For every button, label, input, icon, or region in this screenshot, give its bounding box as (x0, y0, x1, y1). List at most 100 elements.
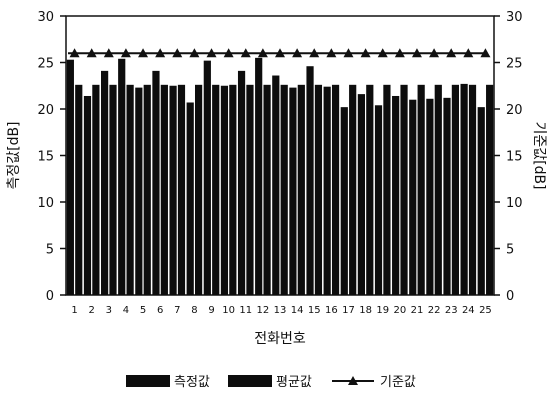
reference-marker-8 (189, 48, 200, 58)
x-tick-label: 19 (376, 305, 389, 316)
bars-group (66, 57, 494, 296)
bar-average-18 (366, 84, 374, 295)
x-tick-label: 25 (479, 305, 492, 316)
bar-average-11 (246, 84, 254, 295)
x-tick-label: 24 (462, 305, 475, 316)
bar-average-9 (212, 84, 220, 295)
bar-average-8 (195, 84, 203, 295)
reference-marker-10 (223, 48, 234, 58)
bar-average-22 (434, 84, 442, 295)
x-tick-label: 7 (174, 305, 180, 316)
y-tick-label: 30 (37, 10, 54, 25)
x-tick-label: 17 (342, 305, 355, 316)
bar-measured-10 (220, 85, 229, 295)
reference-marker-2 (86, 48, 97, 58)
reference-marker-1 (69, 48, 80, 58)
reference-marker-25 (480, 48, 491, 58)
x-tick-label: 9 (208, 305, 214, 316)
y-tick-label: 10 (37, 196, 54, 211)
bar-average-10 (229, 84, 237, 295)
bar-measured-17 (340, 107, 348, 295)
x-tick-label: 10 (222, 305, 235, 316)
legend: 측정값 평균값 기준값 (126, 375, 416, 390)
bar-measured-6 (152, 70, 160, 296)
x-axis-title: 전화번호 (254, 331, 306, 347)
x-tick-label: 11 (239, 305, 252, 316)
bar-measured-18 (357, 94, 365, 296)
bar-average-14 (297, 84, 305, 295)
reference-marker-3 (103, 48, 114, 58)
legend-swatch-reference-marker (348, 376, 358, 385)
bar-measured-7 (169, 85, 177, 295)
bar-average-20 (400, 84, 408, 295)
bar-average-25 (486, 84, 494, 295)
bar-average-19 (383, 84, 391, 295)
bar-measured-24 (460, 83, 468, 295)
bar-measured-21 (409, 99, 417, 295)
x-tick-label: 2 (88, 305, 94, 316)
x-tick-label: 16 (325, 305, 338, 316)
reference-marker-21 (411, 48, 422, 58)
reference-marker-22 (429, 48, 440, 58)
bar-measured-3 (101, 70, 109, 296)
reference-marker-6 (155, 48, 166, 58)
x-tick-label: 1 (71, 305, 77, 316)
x-tick-label: 6 (157, 305, 163, 316)
reference-marker-19 (377, 48, 388, 58)
x-tick-label: 15 (308, 305, 321, 316)
legend-swatch-average (228, 375, 272, 387)
x-tick-label: 20 (393, 305, 406, 316)
x-tick-label: 3 (106, 305, 112, 316)
x-tick-label: 23 (445, 305, 458, 316)
reference-marker-4 (120, 48, 131, 58)
bar-average-3 (109, 84, 117, 295)
reference-marker-12 (257, 48, 268, 58)
reference-marker-13 (275, 48, 285, 58)
bar-measured-13 (272, 75, 280, 296)
y-tick-label: 25 (37, 57, 54, 72)
bar-measured-23 (443, 97, 451, 295)
bar-average-16 (331, 84, 340, 295)
legend-swatch-measured (126, 375, 170, 387)
x-tick-label: 21 (411, 305, 424, 316)
reference-marker-9 (206, 48, 217, 58)
bar-average-15 (314, 84, 323, 295)
legend-label-average: 평균값 (276, 375, 312, 390)
x-tick-label: 12 (257, 305, 270, 316)
legend-label-measured: 측정값 (174, 375, 210, 390)
reference-marker-15 (309, 48, 320, 58)
bar-average-12 (263, 84, 271, 295)
y2-tick-label: 20 (506, 103, 523, 118)
y2-tick-label: 10 (506, 196, 523, 211)
bar-measured-4 (118, 58, 126, 295)
y2-axis-title: 기준값[dB] (531, 121, 547, 189)
y2-tick-label: 30 (506, 10, 523, 25)
y2-tick-label: 5 (506, 243, 514, 258)
bar-measured-20 (392, 95, 400, 295)
x-tick-label: 5 (140, 305, 146, 316)
bar-measured-5 (135, 87, 143, 295)
reference-marker-18 (360, 48, 371, 58)
x-tick-label: 8 (191, 305, 197, 316)
reference-marker-23 (446, 48, 457, 58)
y-tick-label: 5 (46, 243, 54, 258)
y-tick-label: 0 (46, 289, 54, 304)
y2-tick-label: 0 (506, 289, 514, 304)
reference-marker-17 (343, 48, 354, 58)
bar-average-17 (349, 84, 357, 295)
bar-measured-19 (374, 105, 383, 295)
bar-measured-11 (237, 70, 246, 296)
bar-average-6 (160, 84, 168, 295)
bar-measured-15 (306, 66, 314, 295)
bar-measured-8 (186, 102, 194, 296)
bar-measured-22 (426, 98, 434, 296)
x-tick-label: 18 (359, 305, 372, 316)
bar-average-23 (451, 84, 459, 295)
bar-average-1 (75, 84, 83, 295)
bar-measured-16 (323, 86, 331, 296)
x-tick-label: 13 (274, 305, 287, 316)
x-tick-label: 4 (123, 305, 129, 316)
bar-measured-12 (255, 57, 263, 295)
